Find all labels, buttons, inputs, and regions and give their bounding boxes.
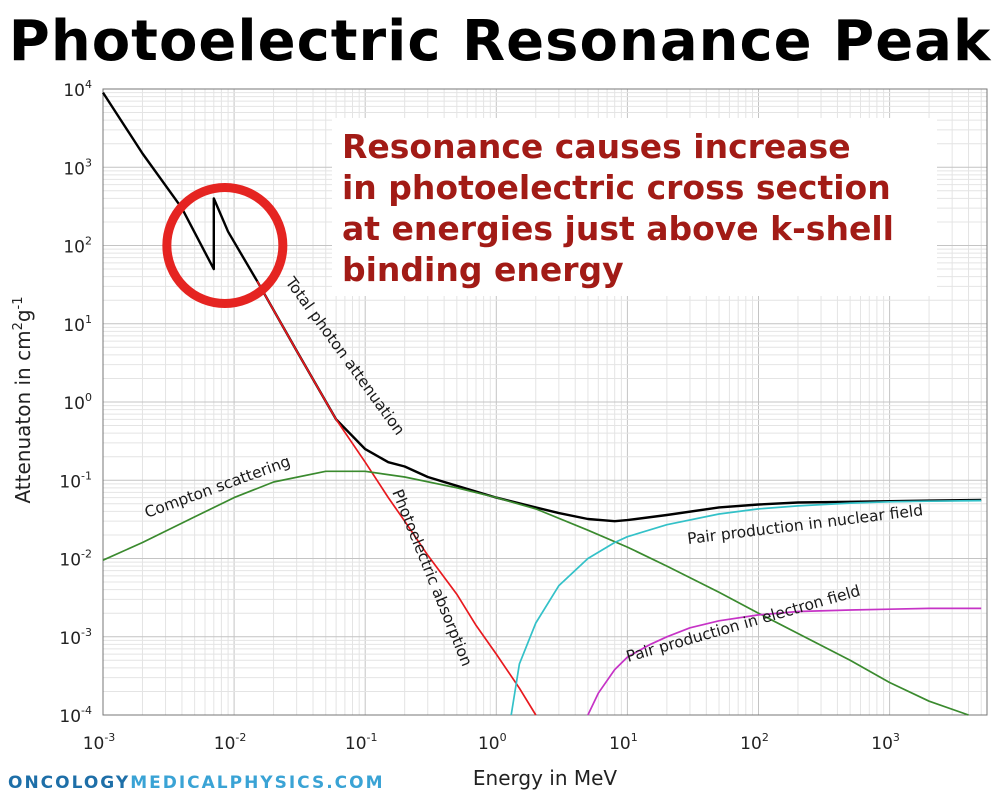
y-axis-label: Attenuaton in cm2g-1 <box>11 296 35 503</box>
x-tick-label: 10-3 <box>83 731 116 754</box>
x-tick-label: 10-1 <box>345 731 378 754</box>
y-tick-label: 103 <box>63 156 92 179</box>
watermark-part: MEDICALPHYSICS.COM <box>130 773 385 793</box>
y-tick-label: 100 <box>63 391 92 414</box>
x-axis-label: Energy in MeV <box>473 766 618 790</box>
y-tick-label: 10-2 <box>59 548 92 571</box>
page-title: Photoelectric Resonance Peak <box>8 9 992 74</box>
series-total-line <box>101 91 982 523</box>
x-tick-label: 100 <box>478 731 507 754</box>
y-tick-label: 10-3 <box>59 626 92 649</box>
y-tick-label: 102 <box>63 235 92 258</box>
y-tick-label: 10-1 <box>59 469 92 492</box>
x-tick-label: 10-2 <box>214 731 247 754</box>
annotation-line: at energies just above k-shell <box>342 209 894 248</box>
curve-label-photoelectric: Photoelectric absorption <box>388 487 476 669</box>
y-tick-label: 104 <box>63 78 92 101</box>
plot-frame <box>102 88 988 716</box>
x-tick-label: 103 <box>871 731 900 754</box>
chart-series <box>101 91 982 716</box>
x-tick-labels: 10-3 10-2 10-1 100 101 102 103 <box>83 731 900 754</box>
annotation-box: Resonance causes increase in photoelectr… <box>332 118 937 296</box>
x-tick-label: 101 <box>609 731 638 754</box>
series-nuclear-line <box>510 499 982 716</box>
annotation-line: binding energy <box>342 250 624 289</box>
annotation-line: Resonance causes increase <box>342 127 851 166</box>
highlight-layer <box>162 183 288 308</box>
series-compton-line <box>102 470 969 716</box>
watermark-part: ONCOLOGY <box>8 773 131 793</box>
x-tick-label: 102 <box>740 731 769 754</box>
annotation-line: in photoelectric cross section <box>342 168 891 207</box>
y-tick-labels: 104 103 102 101 100 10-1 10-2 10-3 10-4 <box>59 78 92 727</box>
resonance-highlight-circle <box>162 183 288 308</box>
series-electron-line <box>587 607 982 716</box>
series-photoelectric-line <box>256 280 537 716</box>
site-watermark: ONCOLOGYMEDICALPHYSICS.COM <box>8 772 385 794</box>
y-tick-label: 101 <box>63 313 92 336</box>
y-tick-label: 10-4 <box>59 704 92 727</box>
curve-label-electron: Pair production in electron field <box>624 582 862 666</box>
